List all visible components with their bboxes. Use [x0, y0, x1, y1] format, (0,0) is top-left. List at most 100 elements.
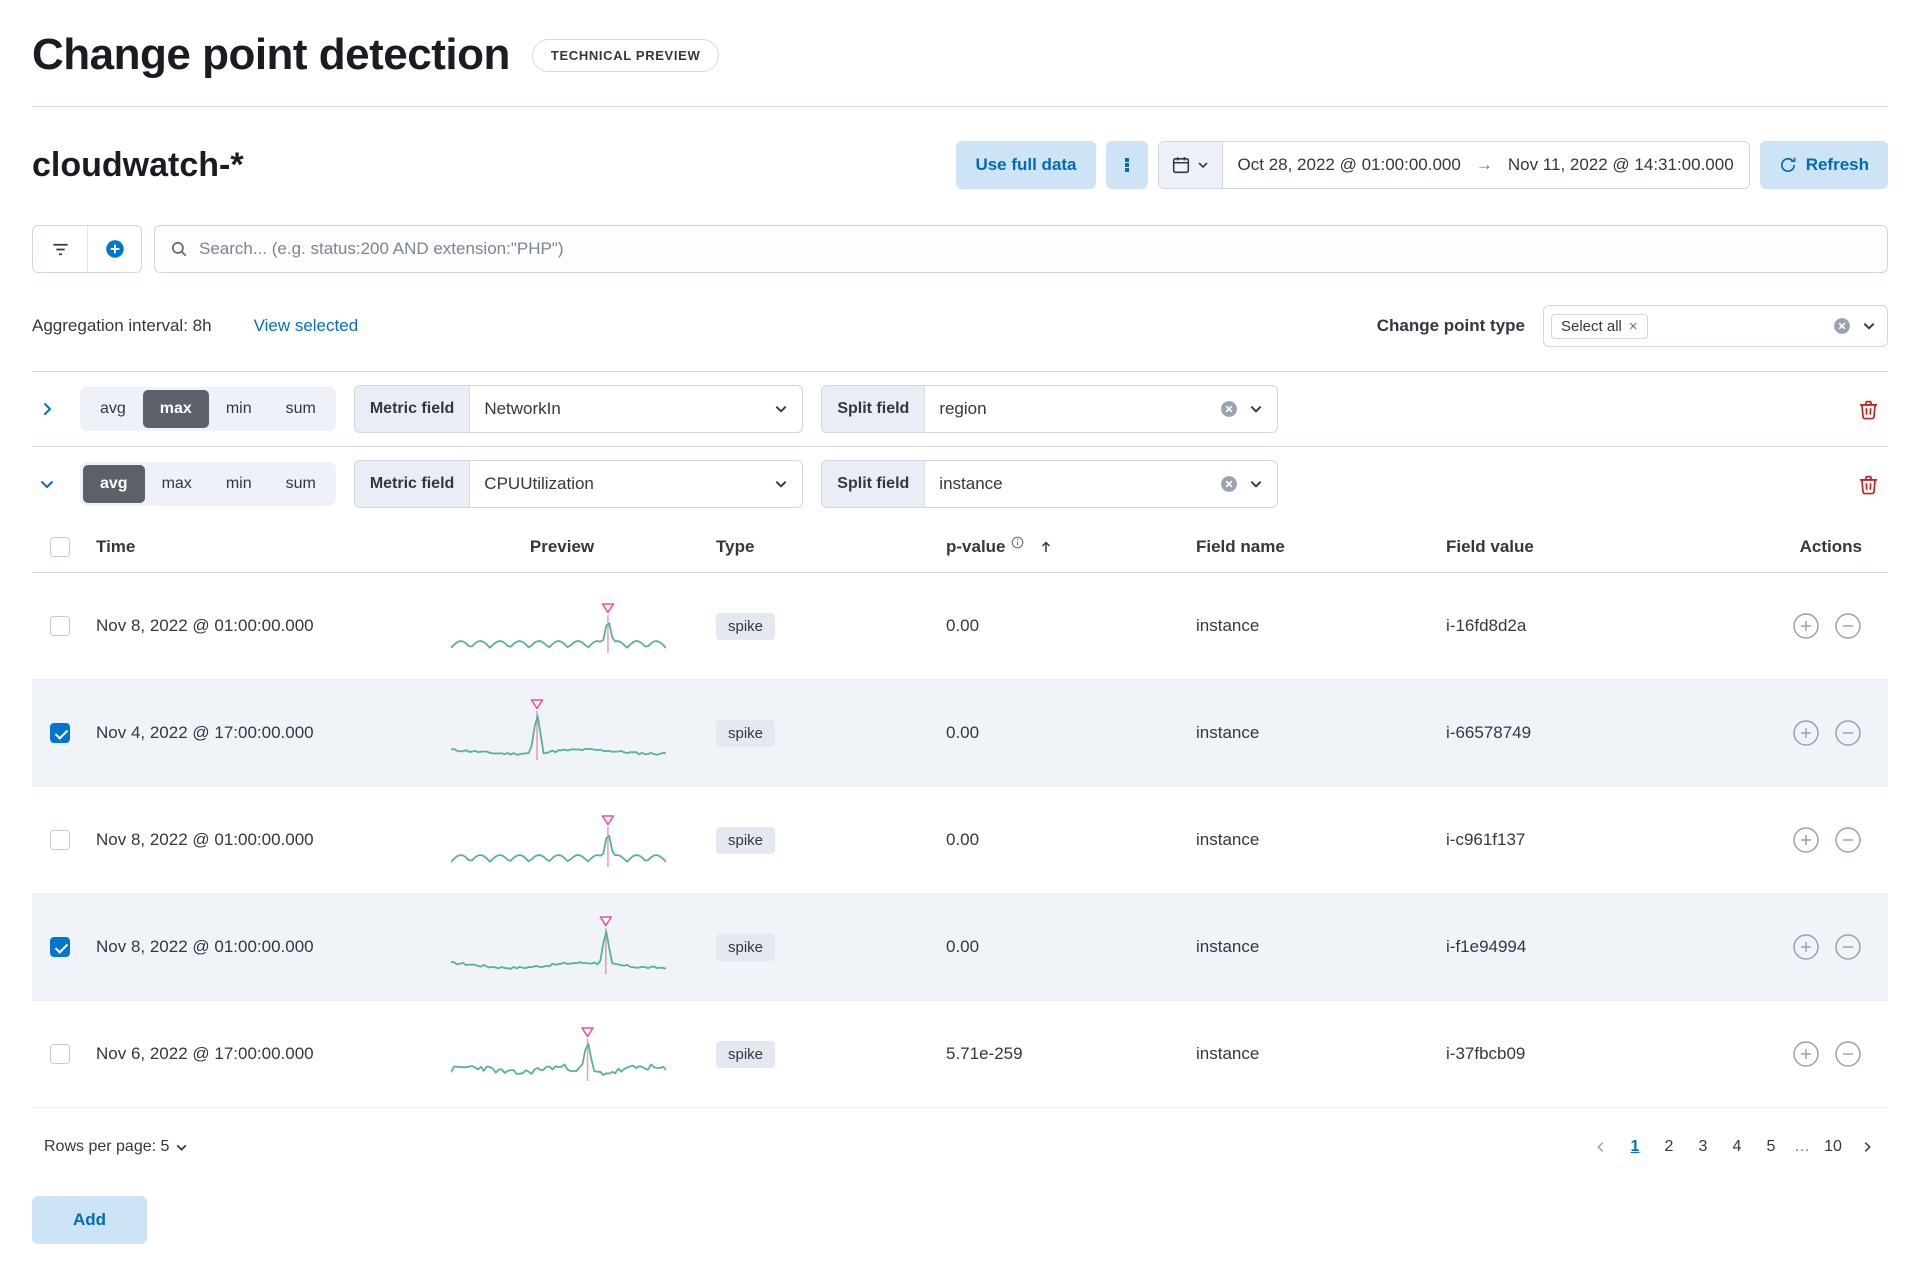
filter-for-value-button[interactable]: [1792, 1040, 1820, 1068]
filter-out-value-button[interactable]: [1834, 612, 1862, 640]
delete-config-button[interactable]: [1848, 464, 1888, 504]
refresh-icon: [1779, 156, 1797, 174]
meta-row: Aggregation interval: 8h View selected C…: [32, 305, 1888, 347]
row-time: Nov 8, 2022 @ 01:00:00.000: [88, 616, 408, 636]
add-filter-button[interactable]: [87, 226, 141, 272]
page-number-button[interactable]: 3: [1688, 1132, 1718, 1162]
info-icon[interactable]: [1011, 536, 1024, 549]
fn-sum-button[interactable]: sum: [269, 465, 333, 503]
selected-type-pill[interactable]: Select all ×: [1551, 314, 1648, 339]
results-table-header: Time Preview Type p-value Field name Fie…: [32, 521, 1888, 573]
filter-for-value-button[interactable]: [1792, 612, 1820, 640]
filter-out-value-button[interactable]: [1834, 719, 1862, 747]
next-page-button[interactable]: [1852, 1132, 1882, 1162]
fn-max-button[interactable]: max: [143, 390, 209, 428]
chevron-right-icon: [1860, 1140, 1874, 1154]
search-input[interactable]: [199, 239, 1872, 259]
technical-preview-badge: TECHNICAL PREVIEW: [532, 39, 720, 72]
add-configuration-button[interactable]: Add: [32, 1196, 147, 1244]
header-divider: [32, 106, 1888, 107]
split-field-combobox[interactable]: region: [925, 386, 1277, 432]
filter-out-value-button[interactable]: [1834, 933, 1862, 961]
row-field-name: instance: [1188, 723, 1438, 743]
refresh-button[interactable]: Refresh: [1760, 141, 1888, 189]
column-header-p-value[interactable]: p-value: [938, 537, 1188, 557]
chevron-down-icon: [774, 402, 788, 416]
remove-pill-icon[interactable]: ×: [1629, 319, 1638, 334]
fn-max-button[interactable]: max: [145, 465, 209, 503]
search-icon: [170, 240, 188, 258]
row-p-value: 0.00: [938, 830, 1188, 850]
table-row: Nov 8, 2022 @ 01:00:00.000 spike 0.00 in…: [32, 573, 1888, 680]
date-range-start[interactable]: Oct 28, 2022 @ 01:00:00.000: [1223, 155, 1476, 175]
filter-toggle-button[interactable]: [33, 226, 87, 272]
rows-per-page-button[interactable]: Rows per page: 5: [44, 1138, 188, 1156]
aggregation-interval-label: Aggregation interval: 8h: [32, 316, 212, 336]
toolbar-right: Use full data Oct 28, 2022 @ 01:00:00.00…: [956, 141, 1888, 189]
toolbar: cloudwatch-* Use full data Oct 28, 2022 …: [32, 141, 1888, 189]
row-checkbox[interactable]: [50, 723, 70, 743]
calendar-dropdown-button[interactable]: [1159, 142, 1223, 188]
previous-page-button[interactable]: [1586, 1132, 1616, 1162]
page-number-button[interactable]: 5: [1756, 1132, 1786, 1162]
fn-avg-button[interactable]: avg: [83, 390, 143, 428]
page-title: Change point detection: [32, 30, 510, 80]
page-number-button[interactable]: 1: [1620, 1132, 1650, 1162]
expand-config-button[interactable]: [32, 394, 62, 424]
split-field-label: Split field: [822, 386, 925, 432]
fn-avg-button[interactable]: avg: [83, 465, 145, 503]
metric-field-select[interactable]: CPUUtilization: [470, 461, 802, 507]
chevron-left-icon: [1594, 1140, 1608, 1154]
delete-config-button[interactable]: [1848, 389, 1888, 429]
use-full-data-button[interactable]: Use full data: [956, 141, 1095, 189]
view-selected-link[interactable]: View selected: [254, 316, 359, 336]
filter-out-value-button[interactable]: [1834, 826, 1862, 854]
preview-sparkline: [451, 592, 666, 660]
collapse-config-button[interactable]: [32, 469, 62, 499]
type-badge: spike: [716, 1041, 775, 1068]
page-number-button[interactable]: 2: [1654, 1132, 1684, 1162]
metric-field-value: CPUUtilization: [484, 474, 594, 494]
boxes-vertical-button[interactable]: [1106, 141, 1148, 189]
page-ellipsis: …: [1790, 1138, 1814, 1156]
filter-out-value-button[interactable]: [1834, 1040, 1862, 1068]
clear-selection-icon[interactable]: [1833, 317, 1851, 335]
row-p-value: 0.00: [938, 723, 1188, 743]
fn-sum-button[interactable]: sum: [269, 390, 333, 428]
fn-min-button[interactable]: min: [209, 465, 269, 503]
page-number-button[interactable]: 4: [1722, 1132, 1752, 1162]
row-checkbox[interactable]: [50, 616, 70, 636]
row-checkbox[interactable]: [50, 1044, 70, 1064]
preview-sparkline: [451, 913, 666, 981]
clear-selection-icon[interactable]: [1220, 400, 1238, 418]
preview-sparkline: [451, 699, 666, 767]
clear-selection-icon[interactable]: [1220, 475, 1238, 493]
split-field-label: Split field: [822, 461, 925, 507]
page-number-button[interactable]: 10: [1818, 1132, 1848, 1162]
pagination: Rows per page: 5 1 2 3 4 5 … 10: [32, 1108, 1888, 1186]
metric-field-select[interactable]: NetworkIn: [470, 386, 802, 432]
chevron-down-icon: [774, 477, 788, 491]
metric-field-label: Metric field: [355, 386, 470, 432]
trash-icon: [1858, 399, 1879, 420]
row-checkbox[interactable]: [50, 830, 70, 850]
row-checkbox[interactable]: [50, 937, 70, 957]
filter-for-value-button[interactable]: [1792, 826, 1820, 854]
row-field-name: instance: [1188, 1044, 1438, 1064]
fn-min-button[interactable]: min: [209, 390, 269, 428]
rows-per-page-label: Rows per page: 5: [44, 1138, 169, 1156]
select-all-checkbox[interactable]: [50, 537, 70, 557]
filter-for-value-button[interactable]: [1792, 933, 1820, 961]
split-field-combobox[interactable]: instance: [925, 461, 1277, 507]
change-point-type-combobox[interactable]: Select all ×: [1543, 305, 1888, 347]
type-badge: spike: [716, 827, 775, 854]
date-range-end[interactable]: Nov 11, 2022 @ 14:31:00.000: [1493, 155, 1749, 175]
row-field-name: instance: [1188, 937, 1438, 957]
column-header-time[interactable]: Time: [88, 537, 408, 557]
row-field-value: i-f1e94994: [1438, 937, 1738, 957]
p-value-label: p-value: [946, 537, 1006, 557]
sort-ascending-icon[interactable]: [1038, 539, 1054, 555]
chevron-down-icon[interactable]: [1862, 319, 1876, 333]
filter-for-value-button[interactable]: [1792, 719, 1820, 747]
